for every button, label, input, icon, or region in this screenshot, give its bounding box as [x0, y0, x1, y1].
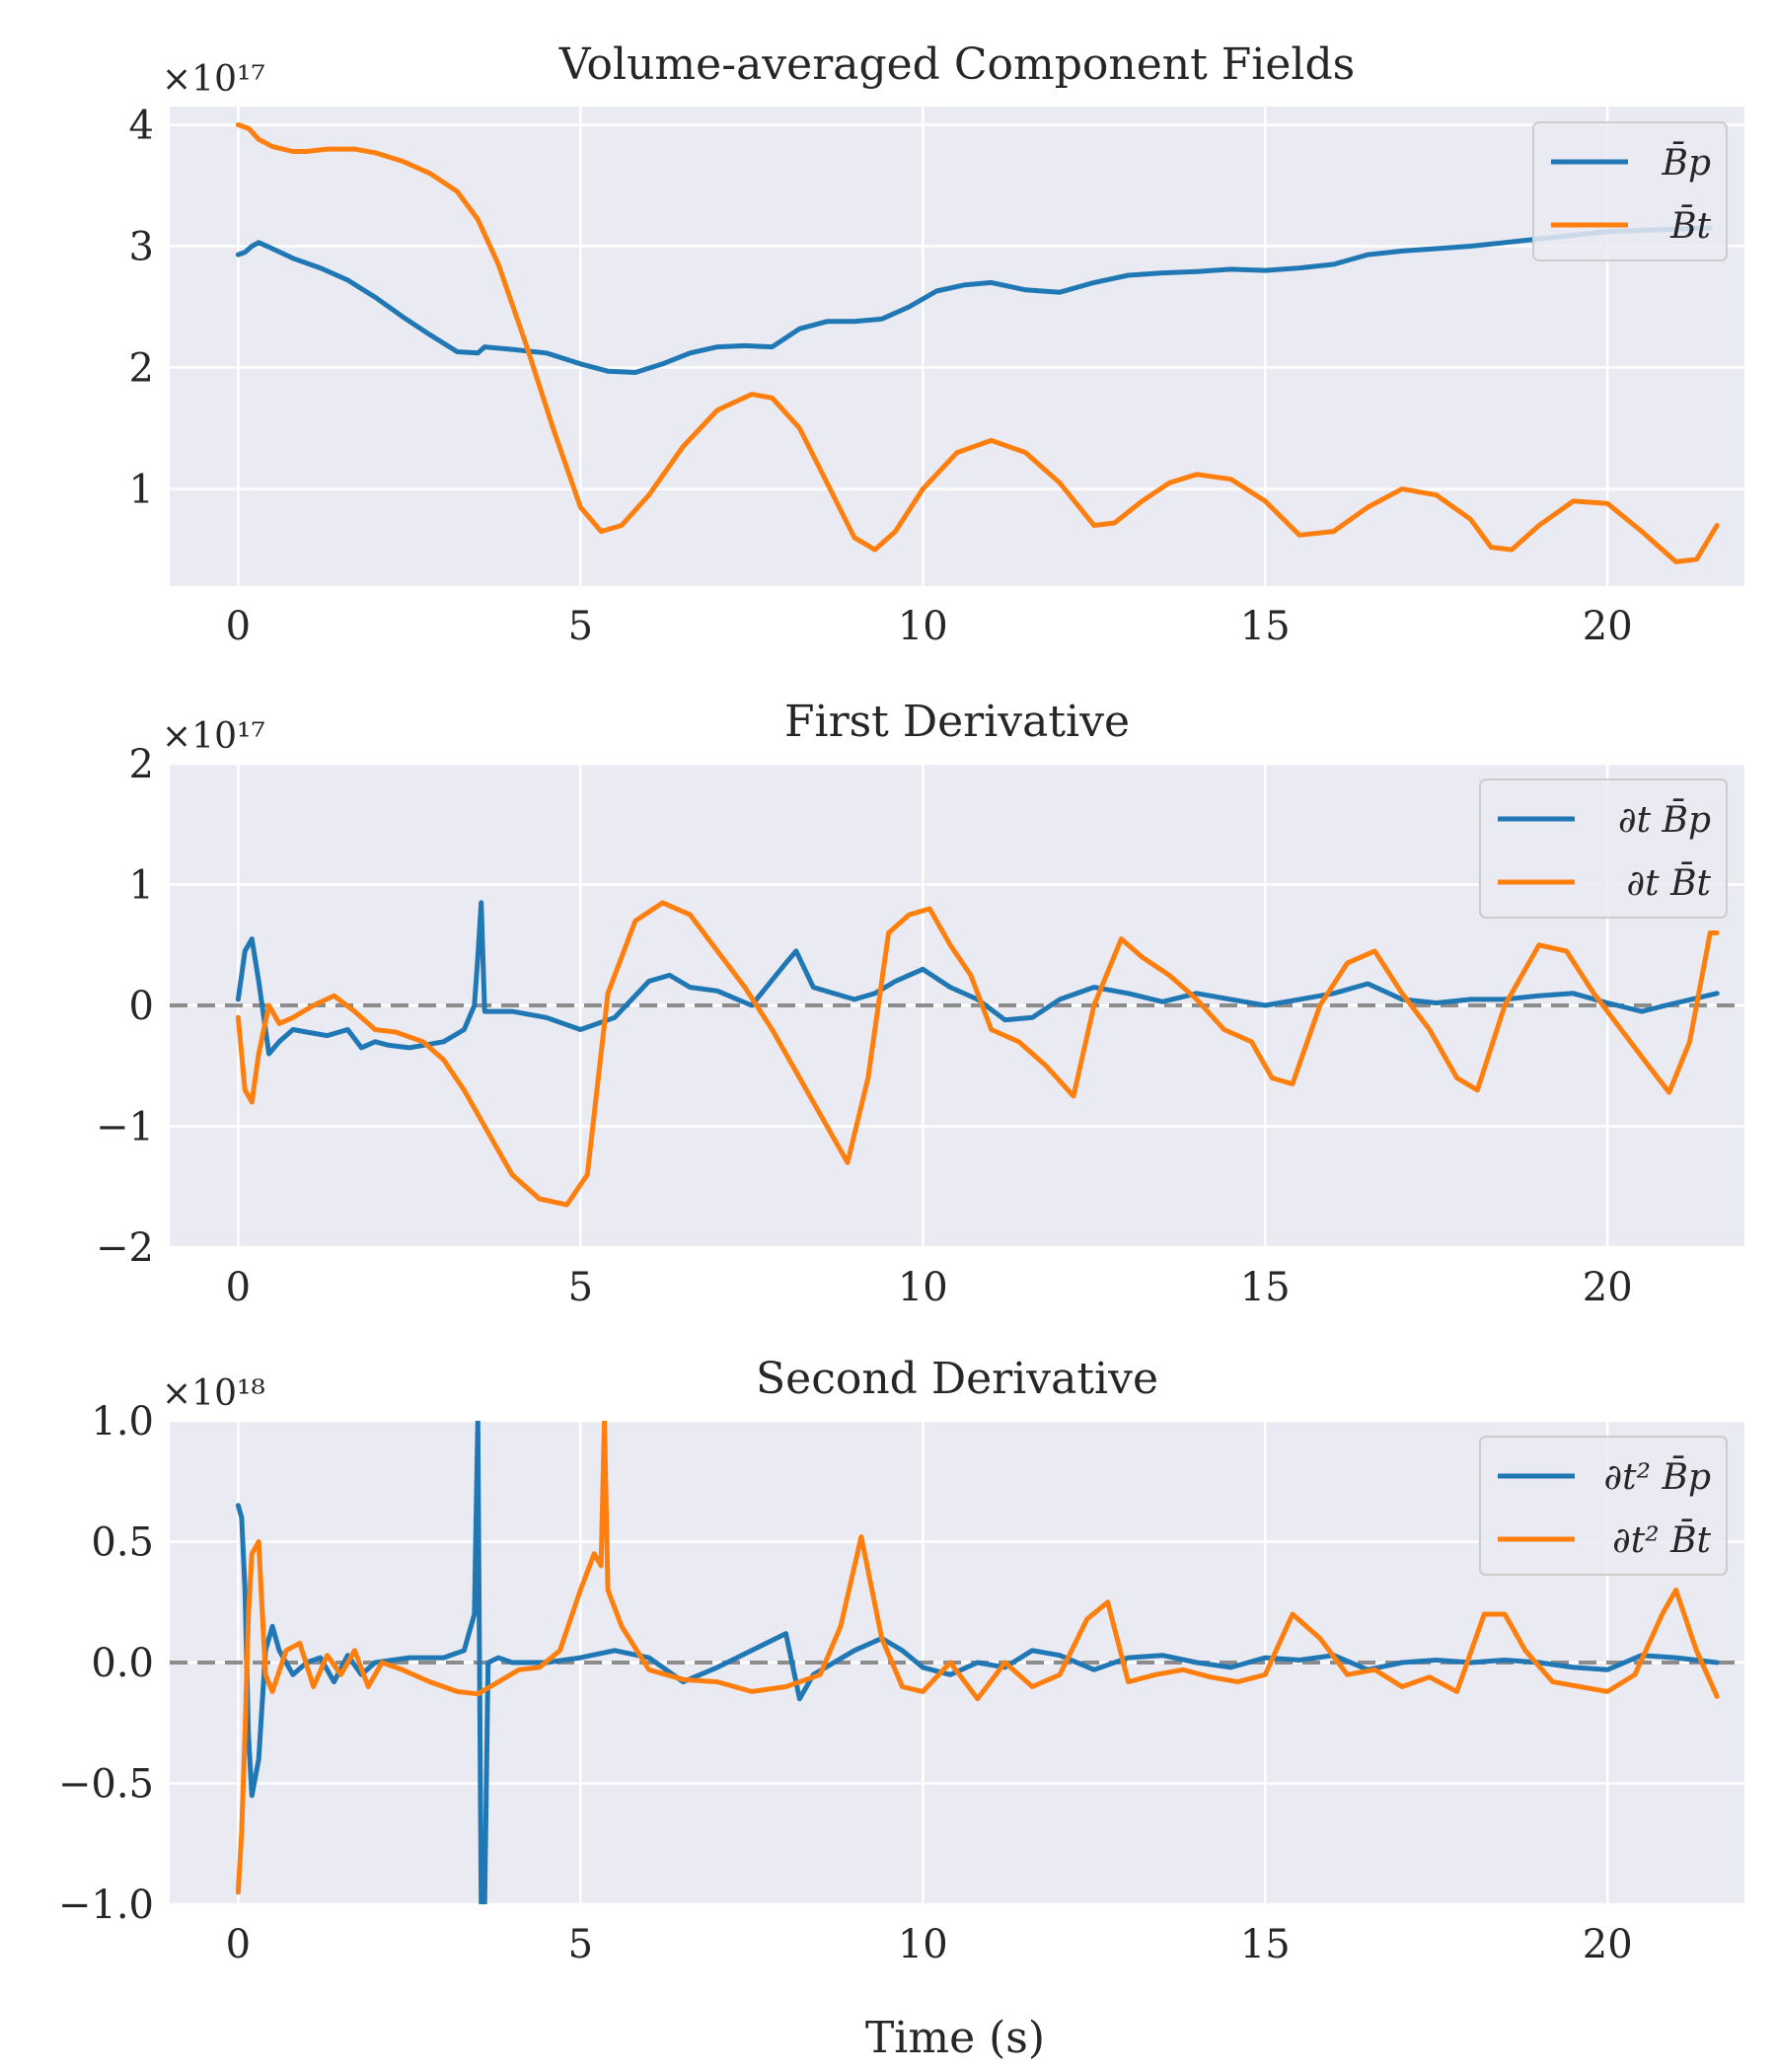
x-tick-label: 0: [226, 1265, 251, 1310]
y-tick-label: 1: [129, 863, 154, 909]
legend-label: ∂t B̄t: [1627, 861, 1712, 904]
series-line-bp: [235, 1421, 1720, 1904]
x-tick-label: 0: [226, 604, 251, 649]
y-tick-label: −0.5: [58, 1762, 154, 1808]
series-line-bp: [235, 900, 1720, 1057]
x-tick-label: 5: [568, 1265, 593, 1310]
chart-title: First Derivative: [784, 697, 1130, 747]
series-line-bt: [235, 122, 1720, 564]
y-tick-label: 4: [129, 103, 154, 148]
panel-first-derivative: 0 5 10 15 20 −2 −1 0 1 2×10¹⁷ First Derivative ∂t B…: [96, 697, 1744, 1310]
x-tick-label: 10: [898, 1922, 948, 1967]
x-tick-label: 15: [1240, 604, 1291, 649]
y-tick-label: 2: [129, 346, 154, 392]
panel-component-fields: 0 5 10 15 20 1 2 3 4×10¹⁷ Volume-averaged Compone…: [129, 39, 1744, 649]
x-axis-label: Time (s): [865, 2013, 1045, 2063]
legend-label: ∂t² B̄t: [1612, 1518, 1711, 1561]
y-offset-multiplier: ×10¹⁸: [162, 1373, 265, 1414]
y-offset-multiplier: ×10¹⁷: [162, 716, 265, 757]
y-tick-label: 3: [129, 224, 154, 269]
chart-title: Second Derivative: [756, 1354, 1158, 1404]
y-tick-label: 0: [129, 984, 154, 1029]
y-tick-label: 1.0: [91, 1399, 154, 1444]
y-tick-label: −1: [96, 1105, 154, 1150]
legend-label: ∂t² B̄p: [1604, 1455, 1711, 1498]
y-tick-label: 0.5: [91, 1520, 154, 1566]
x-tick-label: 0: [226, 1922, 251, 1967]
legend: B̄p B̄t: [1532, 121, 1728, 261]
chart-title: Volume-averaged Component Fields: [558, 39, 1355, 90]
y-tick-label: −1.0: [58, 1883, 154, 1928]
legend: ∂t² B̄p ∂t² B̄t: [1479, 1436, 1728, 1576]
legend-label: B̄t: [1669, 204, 1711, 247]
x-tick-label: 5: [568, 604, 593, 649]
y-tick-label: 1: [129, 468, 154, 513]
legend: ∂t B̄p ∂t B̄t: [1479, 778, 1728, 919]
y-tick-label: −2: [96, 1225, 154, 1271]
legend-label: B̄p: [1662, 141, 1712, 184]
x-tick-label: 15: [1240, 1265, 1291, 1310]
x-tick-label: 20: [1583, 1265, 1633, 1310]
panel-second-derivative: 0 5 10 15 20 −1.0 −0.5 0.0 0.5 1.0×10¹⁸ Second Der…: [58, 1354, 1744, 1967]
x-tick-label: 20: [1583, 1922, 1633, 1967]
x-tick-label: 5: [568, 1922, 593, 1967]
legend-label: ∂t B̄p: [1618, 798, 1711, 841]
y-tick-label: 2: [129, 742, 154, 787]
x-tick-label: 20: [1583, 604, 1633, 649]
series-line-bt: [235, 1421, 1720, 1895]
x-tick-label: 10: [898, 604, 948, 649]
series-line-bt: [235, 900, 1720, 1208]
x-tick-label: 15: [1240, 1922, 1291, 1967]
y-offset-multiplier: ×10¹⁷: [162, 59, 265, 100]
y-tick-label: 0.0: [91, 1641, 154, 1686]
x-tick-label: 10: [898, 1265, 948, 1310]
series-line-bp: [235, 225, 1713, 375]
plot-area: [170, 107, 1744, 586]
